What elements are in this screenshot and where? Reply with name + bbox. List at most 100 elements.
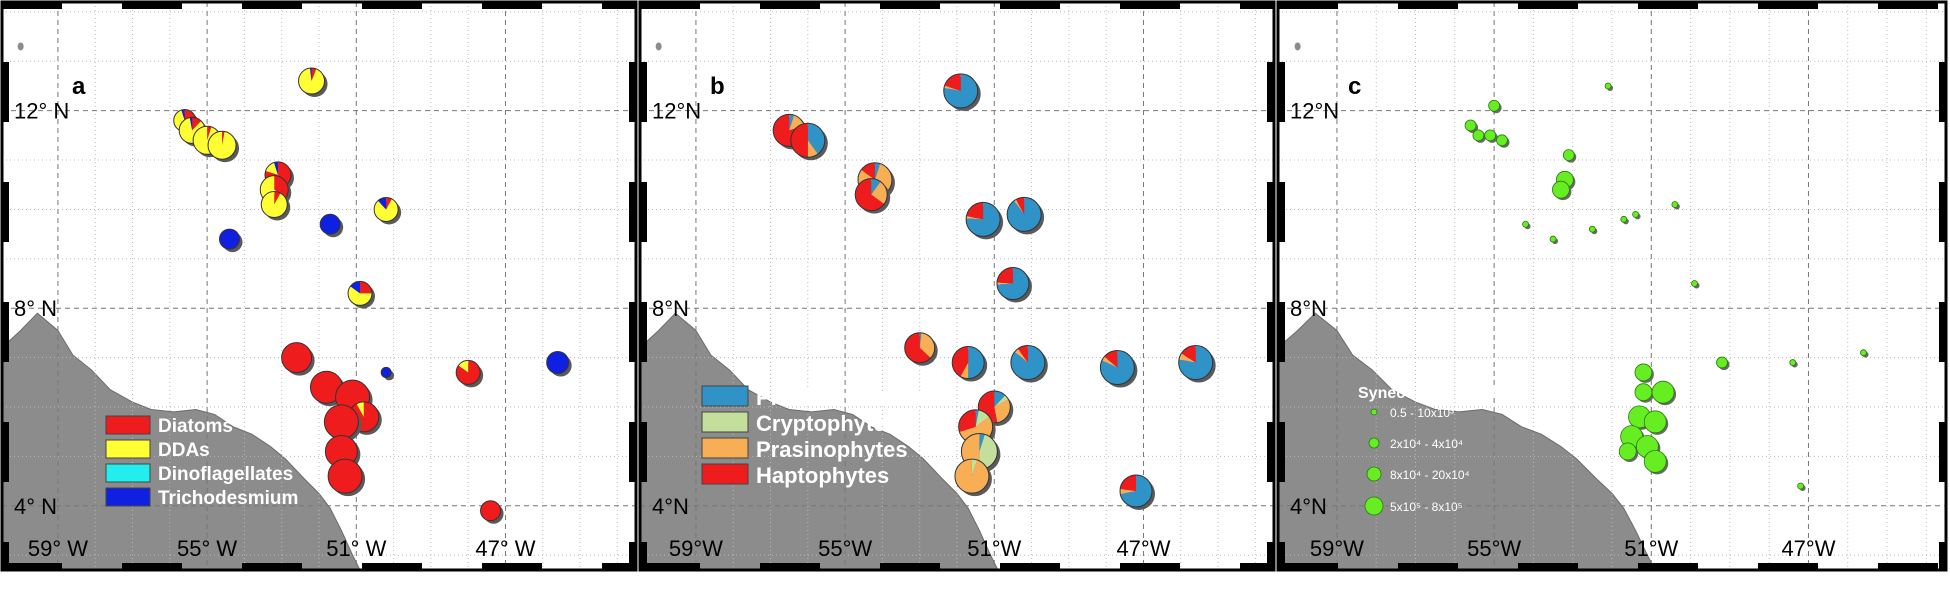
grid: [1278, 2, 1946, 570]
pie-slice: [855, 178, 885, 211]
pie-slice: [975, 409, 979, 427]
pie-marker: [854, 178, 891, 214]
pie-slice: [1120, 474, 1153, 507]
pie-slice: [958, 409, 976, 433]
bubble-marker: [1464, 119, 1477, 132]
pie-slice: [960, 362, 969, 379]
pie-slice: [943, 73, 978, 108]
bubble-marker: [1634, 363, 1653, 382]
pie-slice: [975, 410, 990, 427]
pie-slice: [1120, 474, 1137, 491]
pie-slice: [1010, 345, 1045, 380]
pie-slice: [181, 109, 185, 121]
x-tick-label: 59°W: [669, 536, 723, 561]
pie-slice: [871, 181, 888, 205]
pie-slice: [994, 391, 1006, 408]
y-tick-label: 12°N: [652, 99, 701, 124]
pie-marker: [943, 73, 981, 111]
legend-label: 2x10⁴ - 4x10⁴: [1390, 437, 1463, 451]
pie-marker: [546, 351, 572, 377]
pie-marker: [218, 228, 243, 253]
pie-slice: [328, 459, 363, 494]
pie-slice: [871, 178, 881, 195]
pie-slice: [320, 214, 341, 235]
legend-swatch: [701, 385, 749, 407]
legend-label: Dinoflagellates: [158, 464, 293, 485]
pie-slice: [324, 404, 359, 439]
pie-slice: [1101, 356, 1118, 368]
pie-slice: [996, 282, 1013, 285]
pie-slice: [1015, 197, 1025, 215]
x-tick-label: 55°W: [818, 536, 872, 561]
pie-marker: [1178, 345, 1216, 383]
pie-marker: [965, 201, 1004, 240]
pie-slice: [807, 140, 818, 158]
legend-bubble: [1366, 466, 1382, 482]
bubble-marker: [1484, 129, 1497, 142]
legend-label: 8x10⁴ - 20x10⁴: [1390, 468, 1470, 482]
y-tick-label: 4°N: [1290, 494, 1327, 519]
pie-slice: [298, 68, 325, 95]
pie-slice: [996, 267, 1029, 300]
land-mass: [640, 312, 999, 570]
map-frame: [638, 0, 1276, 572]
data-marks: [772, 73, 1216, 510]
pie-slice: [966, 202, 1001, 237]
panel-label: a: [72, 73, 86, 100]
pie-marker: [260, 191, 291, 221]
pie-marker: [1099, 349, 1138, 388]
bubble-marker: [1488, 99, 1501, 112]
x-tick-label: 47°W: [1116, 536, 1170, 561]
bubble-marker: [1632, 210, 1639, 218]
legend-swatch: [105, 415, 151, 435]
legend-swatch: [105, 439, 151, 459]
x-tick-label: 51°W: [967, 536, 1021, 561]
pie-slice: [386, 197, 392, 210]
pie-slice: [996, 267, 1013, 284]
legend-label: Haptophytes: [756, 463, 889, 488]
x-tick-label: 59°W: [1310, 536, 1364, 561]
legend-label: Trichodesmium: [158, 488, 298, 509]
pie-slice: [944, 85, 961, 91]
map-frame: [0, 0, 638, 572]
legend-label: 0.5 - 10x10³: [1390, 406, 1454, 420]
pie-slice: [1017, 345, 1028, 363]
bubble-marker: [1552, 180, 1570, 199]
pie-marker: [1119, 474, 1156, 510]
legend-bubble: [1364, 496, 1384, 516]
pie-slice: [219, 229, 240, 250]
pie-marker: [298, 67, 328, 98]
panel-c: c Synecoccus cells/L 0.5 - 10x10³ 2x10⁴ - 4…: [1276, 0, 1948, 572]
x-tick-label: 47° W: [475, 536, 535, 561]
pie-slice: [979, 433, 985, 452]
x-tick-label: 59° W: [28, 536, 88, 561]
pie-marker: [380, 366, 395, 381]
legend-label: Diatoms: [158, 416, 233, 437]
pie-slice: [311, 68, 317, 82]
pie-marker: [319, 213, 344, 238]
pie-slice: [952, 346, 969, 377]
pie-slice: [207, 126, 212, 141]
bubble-marker: [1651, 380, 1675, 404]
legend-label: Prasinophytes: [756, 437, 908, 462]
pie-slice: [904, 332, 931, 363]
pie-marker: [1010, 345, 1048, 383]
legend-swatch: [701, 463, 749, 485]
bubble-marker: [1496, 134, 1508, 147]
pie-slice: [968, 346, 985, 379]
y-tick-label: 8°N: [1290, 296, 1327, 321]
legend-bubble: [1368, 437, 1380, 449]
pie-slice: [1007, 197, 1042, 232]
bubble-marker: [1860, 349, 1867, 357]
pie-slice: [919, 332, 935, 359]
panel-b: b ProchlorococcusCryptophytesPrasinophyte…: [638, 0, 1276, 572]
pie-slice: [994, 395, 1009, 408]
bubble-marker: [1472, 129, 1485, 142]
pie-slice: [1178, 345, 1213, 380]
bubble-marker: [1549, 235, 1557, 243]
legend-swatch: [701, 411, 749, 433]
pie-slice: [381, 367, 392, 378]
pie-slice: [348, 286, 373, 306]
grid: [2, 2, 636, 570]
pie-slice: [273, 161, 278, 175]
